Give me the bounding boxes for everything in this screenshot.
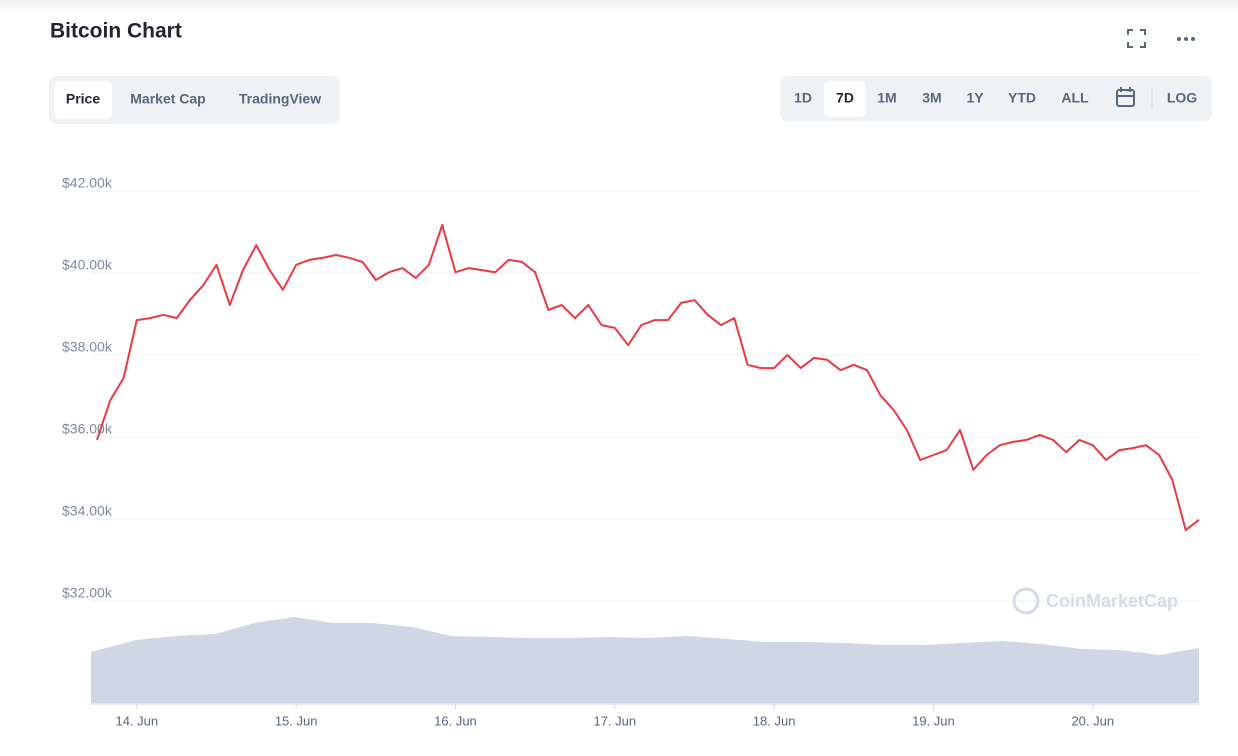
y-tick-label: $42.00k bbox=[62, 175, 113, 191]
y-tick-label: $34.00k bbox=[62, 503, 113, 519]
tab-group bbox=[49, 76, 340, 124]
x-tick-label: 18. Jun bbox=[753, 713, 796, 728]
range-button[interactable]: 1M bbox=[877, 90, 896, 106]
top-shade bbox=[0, 0, 1238, 14]
x-tick-label: 14. Jun bbox=[116, 713, 159, 728]
fullscreen-icon[interactable] bbox=[1127, 29, 1146, 48]
x-tick-label: 19. Jun bbox=[912, 713, 955, 728]
x-tick-label: 16. Jun bbox=[434, 713, 477, 728]
y-tick-label: $40.00k bbox=[62, 257, 113, 273]
range-button[interactable]: 1Y bbox=[966, 90, 984, 106]
x-tick-label: 20. Jun bbox=[1071, 713, 1114, 728]
range-active-bg bbox=[824, 81, 866, 117]
range-button[interactable]: YTD bbox=[1008, 90, 1036, 106]
calendar-icon[interactable] bbox=[1116, 87, 1135, 107]
chart-title: Bitcoin Chart bbox=[50, 20, 182, 43]
y-tick-label: $36.00k bbox=[62, 421, 113, 437]
tab[interactable]: Market Cap bbox=[130, 91, 205, 107]
range-button[interactable]: 7D bbox=[836, 90, 854, 106]
watermark-logo bbox=[1012, 587, 1040, 615]
range-group bbox=[780, 76, 1212, 121]
tab[interactable]: TradingView bbox=[239, 91, 321, 107]
range-button[interactable]: 3M bbox=[922, 90, 941, 106]
price-line bbox=[96, 224, 1200, 532]
log-toggle[interactable]: LOG bbox=[1167, 90, 1197, 106]
y-tick-label: $32.00k bbox=[62, 585, 113, 601]
volume-area bbox=[91, 617, 1199, 703]
watermark: CoinMarketCap bbox=[1046, 591, 1178, 611]
x-tick-label: 17. Jun bbox=[593, 713, 636, 728]
x-tick-label: 15. Jun bbox=[275, 713, 318, 728]
range-button[interactable]: ALL bbox=[1061, 90, 1089, 106]
range-button[interactable]: 1D bbox=[794, 90, 812, 106]
tab[interactable]: Price bbox=[66, 91, 100, 107]
y-tick-label: $38.00k bbox=[62, 339, 113, 355]
tab-active-bg bbox=[54, 81, 112, 119]
more-icon[interactable] bbox=[1177, 37, 1195, 41]
